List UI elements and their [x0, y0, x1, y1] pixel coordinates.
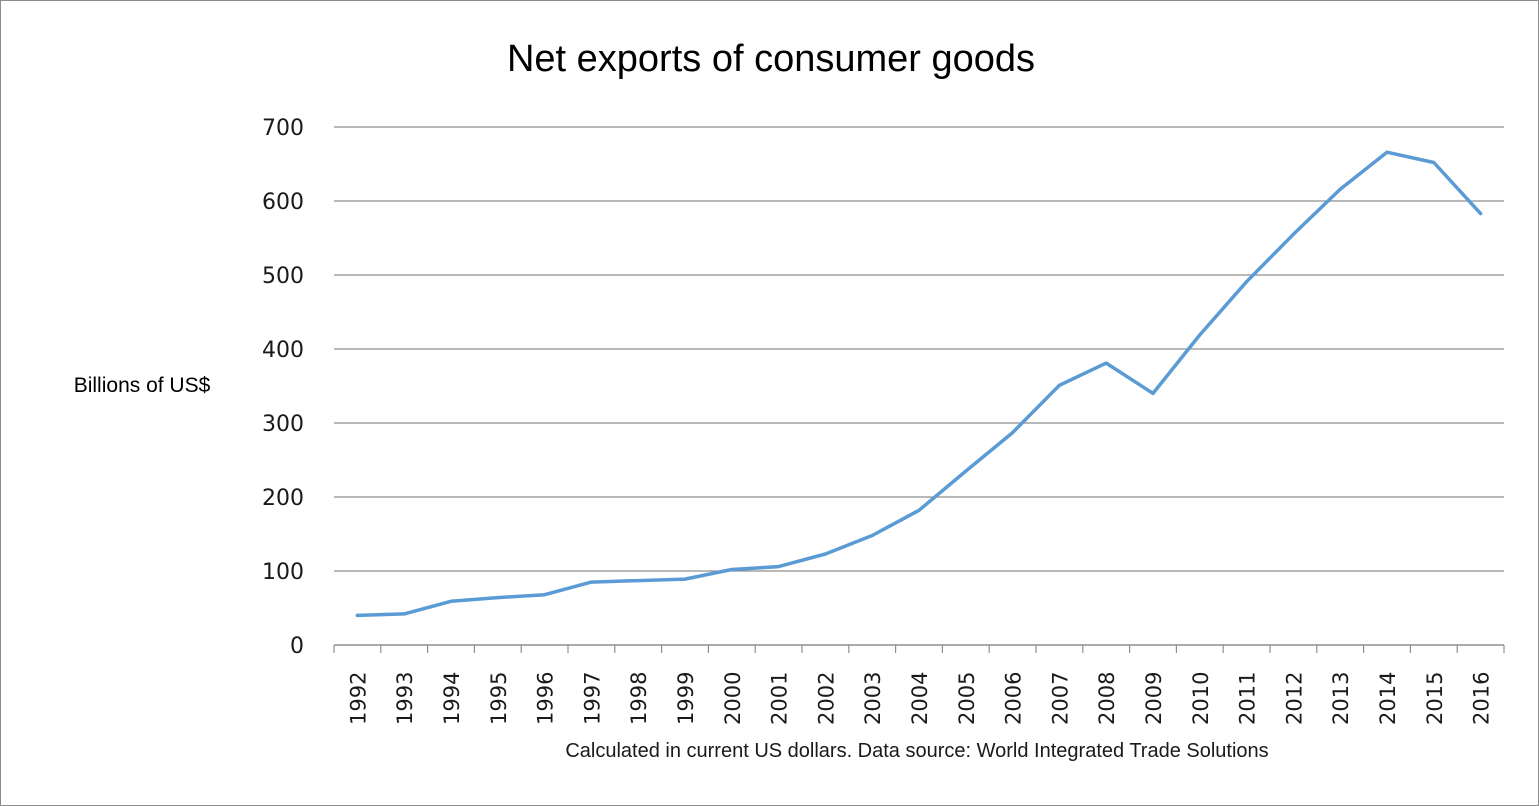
y-tick-label: 600	[262, 190, 304, 215]
x-tick-label: 2009	[1142, 672, 1166, 725]
x-tick-label: 1992	[346, 672, 370, 725]
x-tick-label: 1993	[393, 672, 417, 725]
x-tick-label: 2003	[861, 672, 885, 725]
x-tick-label: 1995	[487, 672, 511, 725]
x-axis-ticks: 1992 1993 1994 1995 1996 1997 1998 1999 2000 2001…	[346, 672, 1493, 725]
x-tick-label: 1994	[440, 672, 464, 725]
series-line	[355, 150, 1483, 618]
data-point	[1245, 280, 1249, 284]
x-tick-label: 2012	[1282, 672, 1306, 725]
data-point	[823, 552, 828, 556]
x-tick-label: 2016	[1470, 672, 1494, 725]
data-point	[870, 533, 874, 538]
data-point	[1479, 211, 1483, 216]
x-tick-label: 2004	[908, 672, 932, 725]
data-point	[1057, 383, 1061, 387]
data-point	[449, 599, 453, 603]
data-point	[1151, 391, 1155, 395]
data-point	[402, 612, 406, 616]
series-layer	[355, 150, 1483, 618]
chart-title: Net exports of consumer goods	[507, 38, 1035, 80]
source-note: Calculated in current US dollars. Data s…	[565, 740, 1268, 762]
x-tick-label: 2002	[814, 672, 838, 725]
data-point	[355, 613, 359, 618]
x-axis	[333, 644, 1505, 653]
x-tick-label: 2008	[1095, 672, 1119, 725]
y-tick-label: 700	[262, 116, 304, 141]
gridlines	[334, 126, 1504, 572]
x-tick-label: 1999	[674, 672, 698, 725]
data-point	[683, 577, 687, 581]
y-tick-label: 200	[262, 486, 304, 511]
data-point	[730, 567, 734, 572]
x-tick-label: 2007	[1048, 672, 1072, 725]
data-point	[917, 508, 921, 512]
data-point	[636, 579, 640, 583]
x-tick-label: 2014	[1376, 672, 1400, 725]
data-point	[1385, 150, 1389, 154]
data-point	[1011, 431, 1015, 435]
x-tick-label: 1998	[627, 672, 651, 725]
x-tick-label: 1997	[580, 672, 604, 725]
x-tick-label: 2011	[1236, 672, 1260, 725]
y-tick-label: 400	[262, 338, 304, 363]
x-tick-label: 2001	[768, 672, 792, 725]
data-point	[1338, 187, 1342, 191]
data-point	[543, 593, 547, 597]
y-tick-label: 300	[262, 412, 304, 437]
data-point	[1432, 160, 1436, 165]
data-point	[1104, 361, 1108, 365]
y-tick-label: 500	[262, 264, 304, 289]
x-tick-label: 2005	[955, 672, 979, 725]
y-axis-label: Billions of US$	[74, 374, 211, 397]
y-axis-ticks: 0 100 200 300 400 500 600 700	[262, 116, 304, 659]
data-point	[1198, 333, 1202, 337]
data-point	[1291, 232, 1295, 236]
data-point	[589, 580, 594, 584]
data-point	[777, 564, 781, 569]
x-tick-label: 1996	[534, 672, 558, 725]
x-tick-label: 2010	[1189, 672, 1213, 725]
x-tick-label: 2015	[1423, 672, 1447, 725]
data-point	[964, 469, 968, 473]
x-tick-label: 2006	[1002, 672, 1026, 725]
y-tick-label: 0	[290, 634, 304, 659]
y-tick-label: 100	[262, 560, 304, 585]
data-point	[496, 596, 500, 600]
x-tick-label: 2000	[721, 672, 745, 725]
x-tick-label: 2013	[1329, 672, 1353, 725]
